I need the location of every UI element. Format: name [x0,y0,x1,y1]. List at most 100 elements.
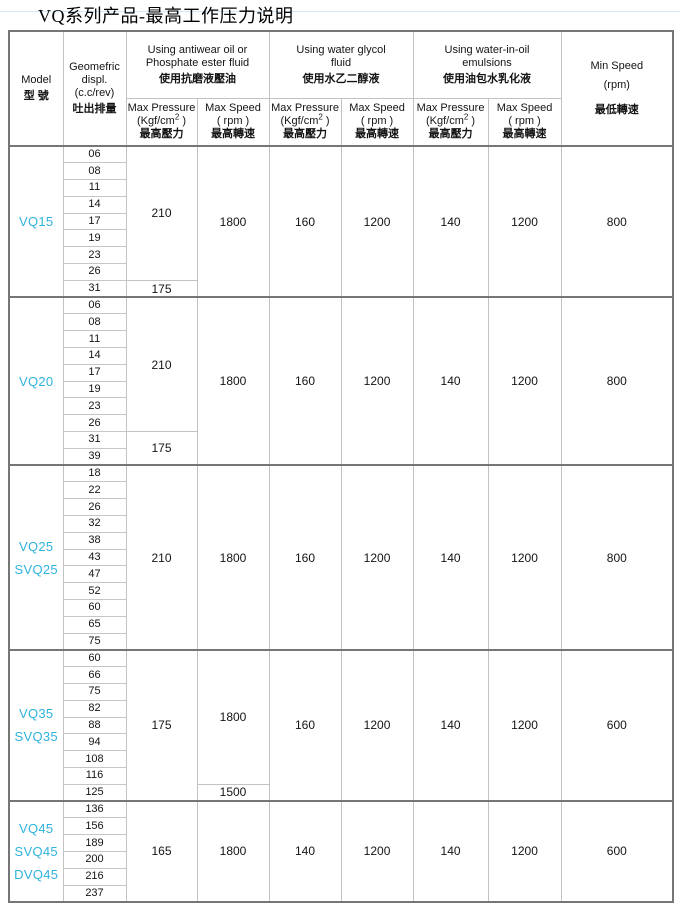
table-row: 47 [9,565,673,583]
table-row: 39 [9,447,673,466]
table-row: 82 [9,699,673,718]
eo_speed-value-cell: 1200 [487,800,562,902]
pressure-spec-table-container: Model 型 號 Geomefric displ. (c.c/rev) 吐出排量 Usin… [8,30,675,903]
table-row: VQ45 SVQ45 DVQ45 136 165 1800 140 1200 140 1200 60… [8,800,674,902]
aw_speed-value-cell: 1800 [196,648,270,785]
eo_speed-value-cell: 1200 [487,144,562,298]
min_speed-value-cell: 800 [560,296,674,466]
header-fluid-group-2: Using water glycol fluid 使用水乙二醇液 [268,31,414,99]
header-row-groups: Model 型 號 Geomefric displ. (c.c/rev) 吐出排量 Usin… [8,31,674,146]
eo_pressure-value-cell: 140 [412,296,489,466]
displacement-cell: 26 [62,498,126,516]
table-row: 216 [9,867,673,886]
aw_pressure-value-cell: 210 [125,296,197,432]
eo_speed-value-cell: 1200 [487,296,562,466]
displacement-cell: 125 [62,783,126,802]
table-row: VQ15 06 210 1800 160 1200 140 1200 800 [8,144,674,298]
min_speed-value-cell: 800 [560,464,674,650]
header-max-pressure-cell: Max Pressure (Kgf/cm2 ) 最高壓力 [125,98,197,146]
header-max-pressure-cell: Max Pressure (Kgf/cm2 ) 最高壓力 [412,98,489,146]
aw_pressure-value-cell: 165 [125,800,197,902]
table-row: 52 [9,582,673,600]
aw_pressure-value-cell: 210 [125,144,197,281]
header-max-pressure-cell: Max Pressure (Kgf/cm2 ) 最高壓力 [268,98,342,146]
wg_speed-value-cell: 1200 [340,464,414,650]
table-row: 75 [9,632,673,650]
wg_speed-value-cell: 1200 [340,144,414,298]
displacement-cell: 75 [62,632,126,650]
table-row: 23 [9,246,673,264]
displacement-cell: 26 [62,414,126,432]
table-row: 14 [9,195,673,214]
table-row: 26 [9,414,673,432]
wg_speed-value-cell: 1200 [340,800,414,902]
displacement-cell: 23 [62,246,126,264]
model-cell: VQ35 SVQ35 [8,648,63,802]
table-row: 66 [9,666,673,684]
displacement-cell: 75 [62,683,126,701]
displacement-cell: 23 [62,397,126,415]
min_speed-value-cell: 800 [560,144,674,298]
model-cell: VQ25 SVQ25 [8,464,63,650]
displacement-cell: 65 [62,615,126,634]
page-title: VQ系列产品-最高工作压力说明 [38,6,294,26]
displacement-cell: 39 [62,447,126,466]
table-row: 75 [9,683,673,701]
displacement-cell: 08 [62,313,126,331]
wg_speed-value-cell: 1200 [340,648,414,802]
aw_pressure-value-cell: 175 [125,431,197,466]
table-row: 237 [9,884,673,902]
header-model-cell: Model 型 號 [8,31,63,146]
wg_pressure-value-cell: 160 [268,464,342,650]
table-row: 200 [9,850,673,869]
displacement-cell: 31 [62,279,126,298]
displacement-cell: 66 [62,666,126,684]
displacement-cell: 06 [62,296,126,314]
displacement-cell: 32 [62,515,126,533]
table-row: 08 [9,313,673,331]
table-row: 08 [9,162,673,180]
table-row: 23 [9,397,673,415]
table-row: VQ25 SVQ25 18 210 1800 160 1200 140 1200 800 [8,464,674,650]
eo_pressure-value-cell: 140 [412,648,489,802]
displacement-cell: 94 [62,733,126,751]
table-row: 116 [9,766,673,785]
header-max-speed-cell: Max Speed( rpm ) 最高轉速 [487,98,562,146]
displacement-cell: 31 [62,431,126,449]
displacement-cell: 237 [62,884,126,902]
wg_pressure-value-cell: 140 [268,800,342,902]
table-row: VQ35 SVQ35 60 175 1800 160 1200 140 1200 600 [8,648,674,802]
table-row: 32 [9,515,673,533]
displacement-cell: 19 [62,229,126,247]
table-row: 38 [9,531,673,550]
aw_speed-value-cell: 1500 [196,783,270,802]
aw_speed-value-cell: 1800 [196,800,270,902]
aw_pressure-value-cell: 175 [125,648,197,802]
displacement-cell: 22 [62,481,126,499]
table-row: 65 [9,615,673,634]
displacement-cell: 06 [62,145,126,163]
table-row: 19 [9,229,673,247]
displacement-cell: 17 [62,363,126,382]
table-row: 43 [9,548,673,566]
eo_pressure-value-cell: 140 [412,144,489,298]
table-row: 156 [9,817,673,835]
header-displacement-cell: Geomefric displ. (c.c/rev) 吐出排量 [62,31,126,146]
displacement-cell: 52 [62,582,126,600]
displacement-cell: 189 [62,834,126,852]
eo_pressure-value-cell: 140 [412,800,489,902]
table-row: 31 175 [9,279,673,298]
header-max-speed-cell: Max Speed( rpm ) 最高轉速 [196,98,270,146]
table-row: 17 [9,363,673,382]
table-row: 125 1500 [9,783,673,802]
displacement-cell: 60 [62,648,126,667]
displacement-cell: 108 [62,750,126,768]
table-row: 88 [9,716,673,734]
eo_pressure-value-cell: 140 [412,464,489,650]
table-row: 26 [9,498,673,516]
table-row: 189 [9,834,673,852]
table-row: 17 [9,212,673,230]
eo_speed-value-cell: 1200 [487,464,562,650]
displacement-cell: 82 [62,699,126,718]
